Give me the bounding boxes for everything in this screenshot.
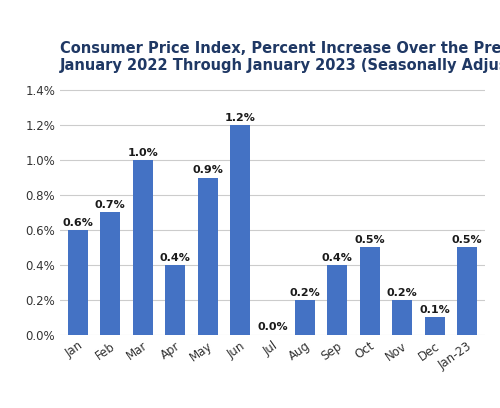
Bar	[165, 265, 185, 335]
Bar	[198, 177, 218, 335]
Text: 0.0%: 0.0%	[257, 322, 288, 333]
Text: 0.9%: 0.9%	[192, 166, 223, 175]
Text: 0.2%: 0.2%	[387, 288, 418, 297]
Bar	[424, 317, 445, 335]
Text: 0.4%: 0.4%	[322, 253, 353, 263]
Text: Consumer Price Index, Percent Increase Over the Previous Month,
January 2022 Thr: Consumer Price Index, Percent Increase O…	[60, 41, 500, 73]
Text: 0.5%: 0.5%	[354, 235, 385, 245]
Bar	[457, 247, 477, 335]
Bar	[132, 160, 153, 335]
Text: 0.2%: 0.2%	[290, 288, 320, 297]
Bar	[392, 299, 412, 335]
Text: 0.6%: 0.6%	[62, 218, 94, 228]
Bar	[328, 265, 347, 335]
Bar	[230, 125, 250, 335]
Text: 0.7%: 0.7%	[95, 200, 126, 211]
Text: 1.0%: 1.0%	[128, 148, 158, 158]
Bar	[100, 213, 120, 335]
Bar	[68, 230, 88, 335]
Text: 0.5%: 0.5%	[452, 235, 482, 245]
Text: 1.2%: 1.2%	[224, 113, 256, 123]
Text: 0.1%: 0.1%	[420, 305, 450, 315]
Bar	[360, 247, 380, 335]
Text: 0.4%: 0.4%	[160, 253, 190, 263]
Bar	[295, 299, 315, 335]
